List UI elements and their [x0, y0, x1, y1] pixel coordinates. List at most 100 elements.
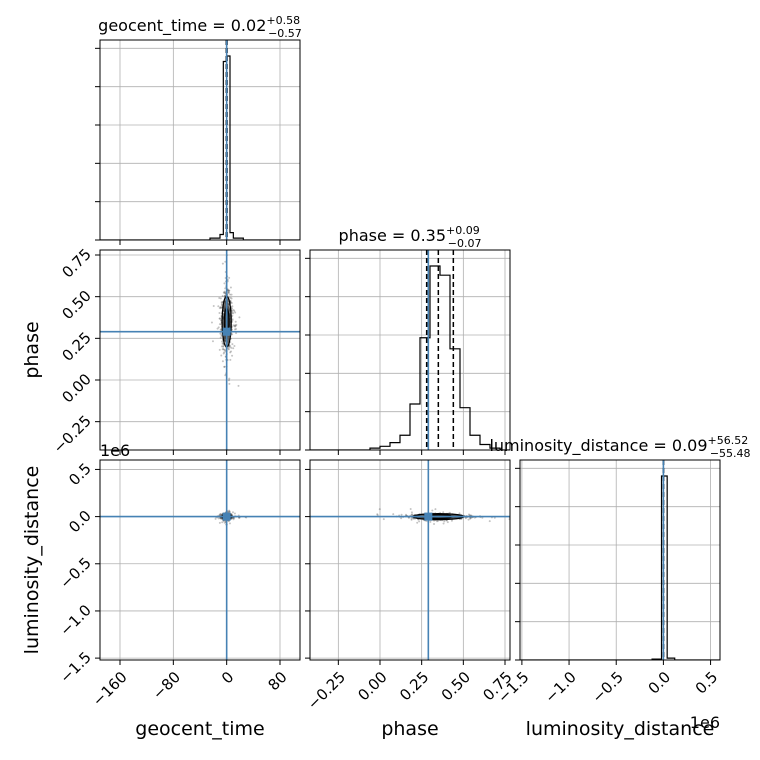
sample-point	[234, 311, 237, 314]
sample-point	[488, 520, 491, 523]
sample-point	[229, 358, 232, 361]
sample-point	[221, 342, 224, 345]
sample-point	[232, 324, 235, 327]
sample-point	[224, 306, 227, 309]
sample-point	[217, 305, 220, 308]
sample-point	[227, 303, 230, 306]
panel-content	[100, 460, 300, 660]
sample-point	[218, 521, 221, 524]
sample-point	[227, 289, 230, 292]
sample-point	[418, 520, 421, 523]
sample-point	[231, 305, 234, 308]
sample-point	[223, 335, 226, 338]
panel-content	[310, 250, 510, 450]
sample-point	[223, 307, 226, 310]
sample-point	[227, 292, 230, 295]
sample-point	[235, 323, 238, 326]
sample-point	[469, 517, 472, 520]
y-tick-label-luminosity_distance: −1.5	[56, 648, 94, 686]
y-tick-label-phase: 0.75	[58, 245, 94, 281]
sample-point	[223, 338, 226, 341]
sample-point	[231, 318, 234, 321]
sample-point	[223, 336, 226, 339]
sample-point	[234, 324, 237, 327]
panel-title-luminosity_distance: luminosity_distance = 0.09+56.52 −55.48	[489, 434, 750, 460]
sample-point	[458, 512, 461, 515]
sample-point	[223, 348, 226, 351]
sample-point	[410, 511, 413, 514]
sample-point	[219, 517, 222, 520]
y-tick-label-luminosity_distance: 0.0	[65, 507, 95, 537]
x-tick-label-phase: −0.25	[304, 668, 349, 713]
panel-content	[310, 460, 510, 660]
histogram-luminosity_distance	[520, 475, 720, 660]
sample-point	[228, 509, 231, 512]
sample-point	[227, 511, 230, 514]
x-tick-label-geocent_time: −80	[149, 668, 184, 703]
sample-point	[221, 340, 224, 343]
sample-point	[228, 522, 231, 525]
sample-point	[228, 346, 231, 349]
y-tick-label-luminosity_distance: −0.5	[56, 554, 94, 592]
x-axis-label-luminosity_distance: luminosity_distance	[526, 718, 715, 740]
sample-point	[400, 517, 403, 520]
panel-frame	[99, 249, 301, 451]
sample-point	[214, 517, 217, 520]
sample-point	[232, 308, 235, 311]
sample-point	[218, 311, 221, 314]
sample-point	[228, 382, 231, 385]
sample-point	[224, 300, 227, 303]
sample-point	[218, 307, 221, 310]
sample-point	[224, 304, 227, 307]
sample-point	[212, 304, 215, 307]
y-tick-label-luminosity_distance: 0.5	[65, 460, 95, 490]
sample-point	[410, 518, 413, 521]
sample-point	[223, 291, 226, 294]
sample-point	[227, 289, 230, 292]
sample-point	[376, 514, 379, 517]
sample-point	[233, 512, 236, 515]
sample-point	[232, 518, 235, 521]
sample-point	[450, 519, 453, 522]
panel-content	[100, 40, 300, 240]
sample-point	[217, 517, 220, 520]
x-tick-label-phase: 0.00	[354, 668, 390, 704]
sample-point	[224, 336, 227, 339]
sample-point	[231, 354, 234, 357]
sample-point	[219, 517, 222, 520]
sample-point	[228, 377, 231, 380]
sample-point	[228, 308, 231, 311]
y-offset-label: 1e6	[100, 441, 130, 460]
sample-point	[442, 522, 445, 525]
sample-point	[434, 508, 437, 511]
sample-point	[227, 305, 230, 308]
sample-point	[221, 521, 224, 524]
sample-point	[229, 345, 232, 348]
sample-point	[216, 327, 219, 330]
sample-point	[411, 513, 414, 516]
sample-point	[227, 336, 230, 339]
sample-point	[222, 352, 225, 355]
sample-point	[232, 347, 235, 350]
sample-point	[223, 305, 226, 308]
histogram-phase	[310, 265, 510, 450]
sample-point	[230, 293, 233, 296]
sample-point	[219, 513, 222, 516]
sample-point	[222, 348, 225, 351]
sample-point	[220, 306, 223, 309]
sample-point	[220, 354, 223, 357]
sample-point	[409, 508, 412, 511]
sample-point	[228, 510, 231, 513]
y-tick-label-phase: 0.25	[58, 328, 94, 364]
sample-point	[223, 305, 226, 308]
x-tick-label-luminosity_distance: −1.0	[541, 668, 579, 706]
sample-point	[231, 314, 234, 317]
panel-phase-luminosity_distance: −0.25 0.00 0.25 0.50 0.75	[304, 459, 516, 713]
sample-point	[382, 518, 385, 521]
sample-point	[223, 351, 226, 354]
sample-point	[442, 511, 445, 514]
sample-point	[227, 348, 230, 351]
sample-point	[234, 320, 237, 323]
sample-point	[231, 311, 234, 314]
